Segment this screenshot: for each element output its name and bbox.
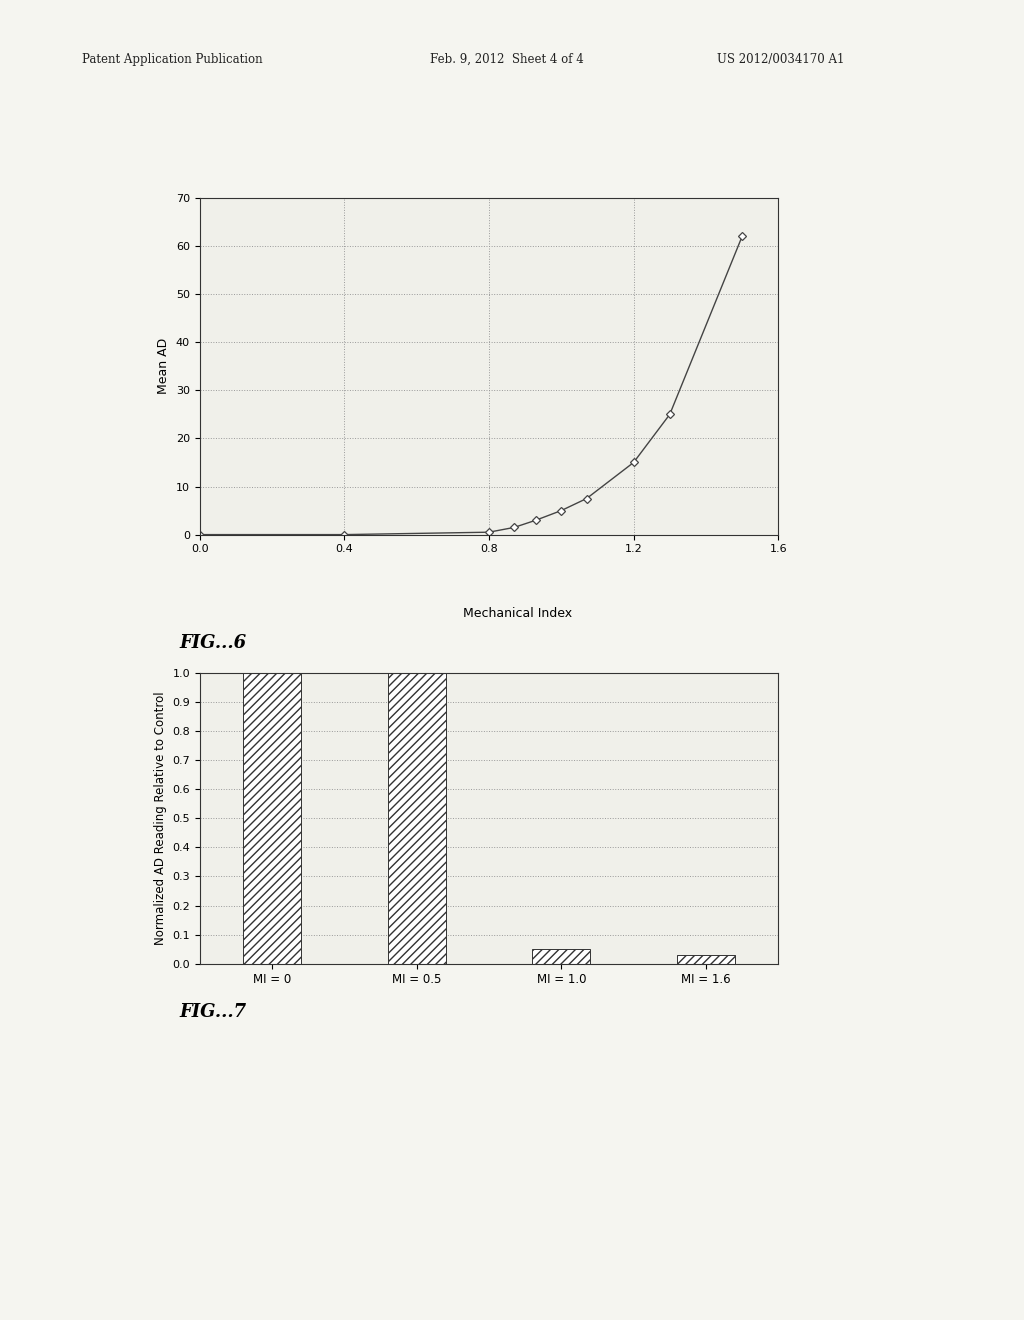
Y-axis label: Normalized AD Reading Relative to Control: Normalized AD Reading Relative to Contro… <box>154 692 167 945</box>
Text: FIG...6: FIG...6 <box>179 634 247 652</box>
Text: FIG...7: FIG...7 <box>179 1003 247 1022</box>
Text: Patent Application Publication: Patent Application Publication <box>82 53 262 66</box>
Text: US 2012/0034170 A1: US 2012/0034170 A1 <box>717 53 844 66</box>
Bar <box>388 673 445 964</box>
Y-axis label: Mean AD: Mean AD <box>158 338 170 395</box>
Bar <box>243 673 301 964</box>
Bar <box>532 949 590 964</box>
Text: Feb. 9, 2012  Sheet 4 of 4: Feb. 9, 2012 Sheet 4 of 4 <box>430 53 584 66</box>
Text: Mechanical Index: Mechanical Index <box>463 607 572 620</box>
Bar <box>677 954 735 964</box>
